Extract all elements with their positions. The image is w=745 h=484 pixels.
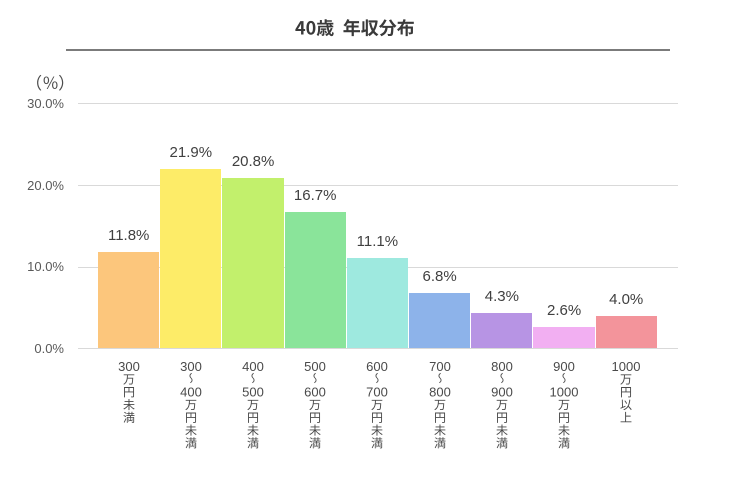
svg-text:700: 700 bbox=[367, 384, 389, 399]
svg-text:400: 400 bbox=[242, 359, 264, 374]
svg-text:900: 900 bbox=[491, 384, 513, 399]
svg-text:600: 600 bbox=[367, 359, 389, 374]
svg-text:1000: 1000 bbox=[550, 384, 579, 399]
svg-text:500: 500 bbox=[304, 359, 326, 374]
svg-text:1000: 1000 bbox=[612, 359, 641, 374]
svg-text:300: 300 bbox=[118, 359, 140, 374]
svg-text:600: 600 bbox=[304, 384, 326, 399]
svg-text:800: 800 bbox=[429, 384, 451, 399]
svg-text:900: 900 bbox=[553, 359, 575, 374]
svg-text:400: 400 bbox=[180, 384, 202, 399]
svg-text:700: 700 bbox=[429, 359, 451, 374]
svg-text:500: 500 bbox=[242, 384, 264, 399]
svg-text:300: 300 bbox=[180, 359, 202, 374]
svg-text:800: 800 bbox=[491, 359, 513, 374]
